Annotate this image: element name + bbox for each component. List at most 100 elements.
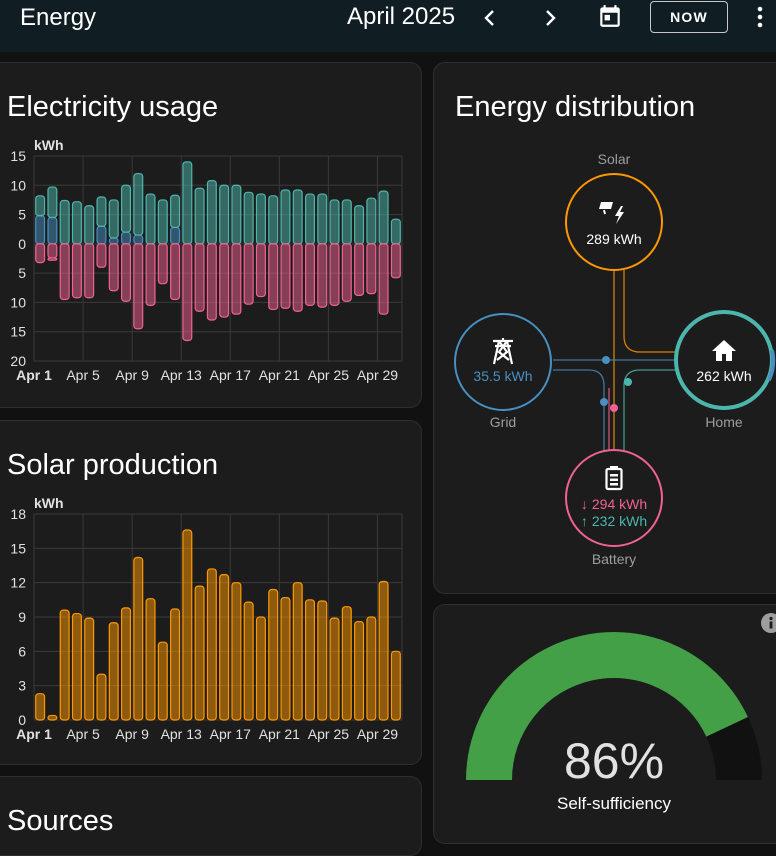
bar-battery-in[interactable] bbox=[317, 243, 328, 308]
bar-battery-in[interactable] bbox=[354, 243, 365, 296]
bar-battery-out[interactable] bbox=[329, 199, 340, 245]
bar-battery-in[interactable] bbox=[145, 243, 156, 306]
bar-solar[interactable] bbox=[366, 616, 377, 721]
bar-battery-out[interactable] bbox=[170, 194, 181, 229]
bar-battery-in[interactable] bbox=[120, 243, 132, 302]
bar-solar[interactable] bbox=[255, 616, 266, 721]
bar-solar[interactable] bbox=[71, 612, 82, 721]
bar-solar[interactable] bbox=[120, 607, 132, 721]
bar-solar[interactable] bbox=[47, 714, 58, 721]
bar-battery-in[interactable] bbox=[390, 243, 401, 279]
bar-battery-in[interactable] bbox=[35, 243, 46, 264]
bar-battery-out[interactable] bbox=[145, 193, 156, 245]
bar-battery-in[interactable] bbox=[170, 243, 181, 301]
bar-battery-out[interactable] bbox=[84, 205, 95, 245]
bar-battery-out[interactable] bbox=[133, 172, 144, 236]
bar-battery-out[interactable] bbox=[35, 195, 46, 217]
bar-solar[interactable] bbox=[145, 598, 156, 721]
bar-battery-out[interactable] bbox=[219, 184, 230, 245]
solar-node[interactable] bbox=[565, 173, 663, 271]
calendar-icon[interactable] bbox=[597, 3, 623, 29]
bar-battery-out[interactable] bbox=[71, 201, 82, 245]
bar-battery-in[interactable] bbox=[71, 243, 82, 299]
bar-battery-out[interactable] bbox=[378, 190, 389, 245]
bar-battery-out[interactable] bbox=[108, 199, 119, 239]
bar-solar[interactable] bbox=[280, 596, 291, 721]
bar-grid[interactable] bbox=[108, 237, 119, 245]
bar-battery-out[interactable] bbox=[157, 199, 168, 245]
bar-solar[interactable] bbox=[317, 600, 328, 721]
bar-battery-out[interactable] bbox=[390, 218, 401, 245]
bar-battery-in[interactable] bbox=[378, 243, 389, 315]
home-node[interactable] bbox=[674, 310, 774, 410]
bar-battery-in[interactable] bbox=[96, 243, 107, 268]
bar-solar[interactable] bbox=[243, 601, 254, 721]
bar-solar[interactable] bbox=[133, 556, 144, 721]
bar-solar[interactable] bbox=[354, 620, 365, 721]
bar-battery-in[interactable] bbox=[47, 243, 58, 259]
bar-battery-out[interactable] bbox=[292, 189, 303, 245]
battery-node[interactable] bbox=[565, 449, 663, 547]
bar-battery-out[interactable] bbox=[280, 189, 291, 245]
bar-battery-out[interactable] bbox=[59, 199, 70, 245]
bar-battery-in[interactable] bbox=[329, 243, 340, 306]
bar-solar[interactable] bbox=[206, 568, 217, 721]
bar-battery-in[interactable] bbox=[182, 243, 193, 342]
bar-solar[interactable] bbox=[157, 641, 168, 721]
bar-solar[interactable] bbox=[59, 609, 70, 721]
bar-solar[interactable] bbox=[35, 693, 46, 721]
bar-battery-out[interactable] bbox=[243, 191, 254, 245]
bar-battery-out[interactable] bbox=[47, 186, 58, 219]
bar-solar[interactable] bbox=[84, 617, 95, 721]
bar-grid[interactable] bbox=[35, 215, 46, 245]
bar-solar[interactable] bbox=[182, 529, 193, 721]
bar-solar[interactable] bbox=[268, 588, 279, 721]
bar-solar[interactable] bbox=[219, 574, 230, 721]
bar-battery-in[interactable] bbox=[243, 243, 254, 305]
bar-battery-out[interactable] bbox=[120, 184, 132, 233]
bar-solar[interactable] bbox=[170, 608, 181, 721]
now-button[interactable]: NOW bbox=[650, 1, 728, 33]
bar-battery-out[interactable] bbox=[354, 205, 365, 245]
bar-battery-in[interactable] bbox=[157, 243, 168, 285]
bar-battery-out[interactable] bbox=[182, 161, 193, 245]
bar-battery-in[interactable] bbox=[59, 243, 70, 301]
bar-grid[interactable] bbox=[120, 231, 132, 245]
bar-grid[interactable] bbox=[47, 216, 58, 245]
bar-solar[interactable] bbox=[304, 599, 316, 721]
bar-solar[interactable] bbox=[378, 580, 389, 721]
grid-node[interactable] bbox=[454, 313, 552, 411]
bar-solar[interactable] bbox=[194, 585, 205, 721]
bar-battery-in[interactable] bbox=[292, 243, 303, 312]
bar-battery-out[interactable] bbox=[231, 184, 242, 245]
bar-battery-out[interactable] bbox=[255, 193, 266, 245]
bar-battery-in[interactable] bbox=[304, 243, 316, 306]
bar-battery-out[interactable] bbox=[341, 199, 352, 245]
bar-battery-out[interactable] bbox=[304, 193, 316, 245]
chevron-left-icon[interactable] bbox=[478, 6, 502, 30]
chevron-right-icon[interactable] bbox=[538, 6, 562, 30]
bar-grid[interactable] bbox=[96, 225, 107, 245]
bar-battery-out[interactable] bbox=[366, 197, 377, 245]
bar-battery-in[interactable] bbox=[133, 243, 144, 330]
bar-battery-out[interactable] bbox=[317, 193, 328, 245]
bar-solar[interactable] bbox=[292, 582, 303, 721]
bar-battery-in[interactable] bbox=[84, 243, 95, 299]
bar-battery-out[interactable] bbox=[268, 195, 279, 245]
bar-battery-in[interactable] bbox=[341, 243, 352, 302]
bar-battery-in[interactable] bbox=[219, 243, 230, 318]
bar-battery-out[interactable] bbox=[206, 179, 217, 245]
bar-battery-in[interactable] bbox=[108, 243, 119, 292]
bar-battery-in[interactable] bbox=[255, 243, 266, 298]
bar-battery-in-small-[interactable] bbox=[47, 257, 58, 261]
bar-battery-in[interactable] bbox=[366, 243, 377, 295]
bar-battery-in[interactable] bbox=[206, 243, 217, 321]
bar-solar[interactable] bbox=[341, 606, 352, 721]
bar-solar[interactable] bbox=[108, 622, 119, 721]
bar-solar[interactable] bbox=[231, 582, 242, 721]
bar-grid[interactable] bbox=[170, 226, 181, 245]
bar-battery-out[interactable] bbox=[194, 187, 205, 245]
bar-battery-out[interactable] bbox=[96, 196, 107, 227]
bar-grid[interactable] bbox=[133, 234, 144, 245]
bar-battery-in[interactable] bbox=[268, 243, 279, 311]
